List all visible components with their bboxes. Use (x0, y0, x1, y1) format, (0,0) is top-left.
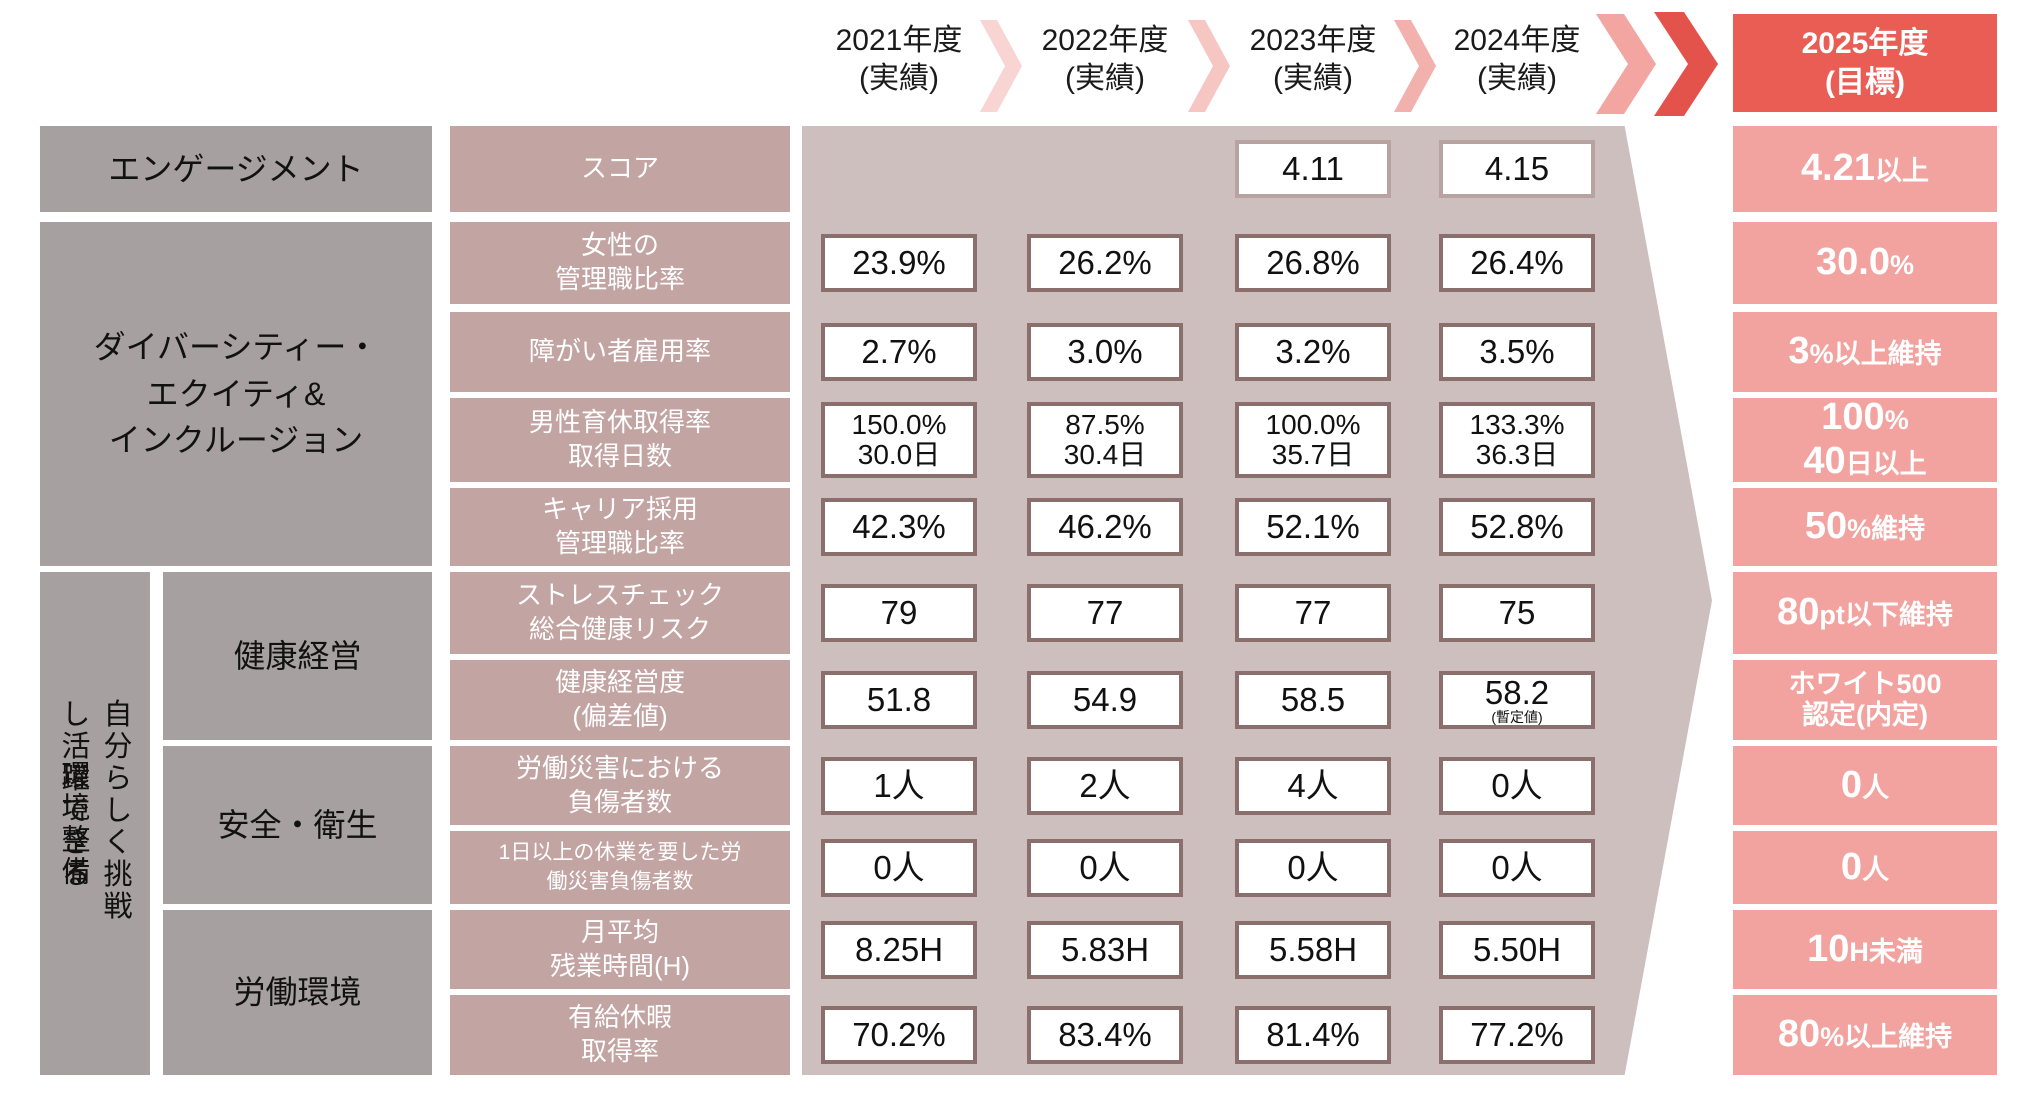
metric-label: 男性育休取得率 取得日数 (450, 398, 790, 482)
value-2023: 4.11 (1235, 140, 1391, 198)
table-row-overtime: 月平均 残業時間(H) 8.25H 5.83H 5.58H 5.50H 10 H… (0, 910, 2040, 989)
value-2022: 5.83H (1027, 920, 1183, 979)
metric-label: 女性の 管理職比率 (450, 222, 790, 304)
value-2021: 23.9% (821, 234, 977, 292)
value-2022: 83.4% (1027, 1006, 1183, 1064)
target-box: 3 %以上維持 (1733, 312, 1997, 392)
metric-label: 1日以上の休業を要した労 働災害負傷者数 (450, 831, 790, 904)
category-labor: 労働環境 (163, 910, 432, 1075)
metric-label: ストレスチェック 総合健康リスク (450, 572, 790, 654)
value-2022: 26.2% (1027, 234, 1183, 292)
value-2024: 26.4% (1439, 234, 1595, 292)
category-environment: 自分らしく挑戦し活躍できる 環境整備 (40, 572, 150, 1075)
chevron-right-icon (1394, 20, 1436, 112)
value-2021: 70.2% (821, 1006, 977, 1064)
value-2021: 8.25H (821, 920, 977, 979)
table-row-paid-leave: 有給休暇 取得率 70.2% 83.4% 81.4% 77.2% 80 %以上維持 (0, 995, 2040, 1075)
value-2021: 42.3% (821, 498, 977, 556)
value-2023: 58.5 (1235, 671, 1391, 729)
target-box: 0 人 (1733, 831, 1997, 904)
value-2021: 0人 (821, 838, 977, 897)
value-2024: 4.15 (1439, 140, 1595, 198)
target-box: ホワイト500 認定(内定) (1733, 660, 1997, 740)
value-2021: 79 (821, 584, 977, 642)
target-box: 0 人 (1733, 746, 1997, 825)
value-2023: 52.1% (1235, 498, 1391, 556)
metric-label: 有給休暇 取得率 (450, 995, 790, 1075)
category-health: 健康経営 (163, 572, 432, 740)
target-box: 10 H未満 (1733, 910, 1997, 989)
value-2022: 54.9 (1027, 671, 1183, 729)
value-2023: 3.2% (1235, 323, 1391, 381)
metric-label: 労働災害における 負傷者数 (450, 746, 790, 825)
value-2024: 3.5% (1439, 323, 1595, 381)
table-row-female-managers: 女性の 管理職比率 23.9% 26.2% 26.8% 26.4% 30.0 % (0, 222, 2040, 304)
year-label-2024: 2024年度 (実績) (1453, 24, 1581, 96)
value-2022: 3.0% (1027, 323, 1183, 381)
table-row-career-hire-managers: キャリア採用 管理職比率 42.3% 46.2% 52.1% 52.8% 50 … (0, 488, 2040, 566)
category-engagement: エンゲージメント (40, 126, 432, 212)
metric-label: スコア (450, 126, 790, 212)
value-2024: 75 (1439, 584, 1595, 642)
metric-label: 月平均 残業時間(H) (450, 910, 790, 989)
value-2021: 51.8 (821, 671, 977, 729)
value-2023: 77 (1235, 584, 1391, 642)
value-2024: 5.50H (1439, 920, 1595, 979)
double-chevron-right-icon (1596, 12, 1718, 116)
value-2023: 26.8% (1235, 234, 1391, 292)
value-2022: 87.5% 30.4日 (1027, 402, 1183, 478)
value-2021: 150.0% 30.0日 (821, 402, 977, 478)
target-box: 30.0 % (1733, 222, 1997, 304)
value-2022: 2人 (1027, 756, 1183, 815)
value-2024: 0人 (1439, 756, 1595, 815)
value-2022: 77 (1027, 584, 1183, 642)
value-2024: 58.2 (暫定値) (1439, 671, 1595, 729)
value-2023: 5.58H (1235, 920, 1391, 979)
metric-label: 健康経営度 (偏差値) (450, 660, 790, 740)
table-row-paternity-leave: 男性育休取得率 取得日数 150.0% 30.0日 87.5% 30.4日 10… (0, 396, 2040, 482)
category-dei: ダイバーシティー・ エクイティ& インクルージョン (40, 222, 432, 566)
table-row-health-rating: 健康経営度 (偏差値) 51.8 54.9 58.5 58.2 (暫定値) ホワイ… (0, 660, 2040, 740)
table-row-score: スコア 4.11 4.15 4.21 以上 (0, 126, 2040, 212)
target-year-header: 2025年度 (目標) (1733, 14, 1997, 112)
value-2023: 0人 (1235, 838, 1391, 897)
table-row-work-injuries: 労働災害における 負傷者数 1人 2人 4人 0人 0 人 (0, 746, 2040, 825)
value-2024: 77.2% (1439, 1006, 1595, 1064)
value-2023: 4人 (1235, 756, 1391, 815)
table-row-disabled-employment: 障がい者雇用率 2.7% 3.0% 3.2% 3.5% 3 %以上維持 (0, 312, 2040, 392)
target-box: 80 %以上維持 (1733, 995, 1997, 1075)
target-box: 50 %維持 (1733, 488, 1997, 566)
target-box: 80 pt以下維持 (1733, 572, 1997, 654)
chevron-right-icon (980, 20, 1022, 112)
table-row-lost-time-injuries: 1日以上の休業を要した労 働災害負傷者数 0人 0人 0人 0人 0 人 (0, 831, 2040, 904)
provisional-note: (暫定値) (1491, 709, 1543, 726)
value-2023: 100.0% 35.7日 (1235, 402, 1391, 478)
category-safety: 安全・衛生 (163, 746, 432, 904)
value-2023: 81.4% (1235, 1006, 1391, 1064)
target-box: 4.21 以上 (1733, 126, 1997, 212)
value-2022: 46.2% (1027, 498, 1183, 556)
table-row-stress-check: ストレスチェック 総合健康リスク 79 77 77 75 80 pt以下維持 (0, 572, 2040, 654)
year-label-2022: 2022年度 (実績) (1041, 24, 1169, 96)
value-2021: 2.7% (821, 323, 977, 381)
category-environment-sub-text: 環境整備 (57, 759, 89, 888)
metric-label: キャリア採用 管理職比率 (450, 488, 790, 566)
target-box: 100 % 40 日以上 (1733, 396, 1997, 482)
category-environment-main-text: 自分らしく挑戦し活躍できる (57, 697, 131, 922)
value-2024: 133.3% 36.3日 (1439, 402, 1595, 478)
chevron-right-icon (1188, 20, 1230, 112)
metric-label: 障がい者雇用率 (450, 312, 790, 392)
value-2024: 52.8% (1439, 498, 1595, 556)
year-label-2023: 2023年度 (実績) (1249, 24, 1377, 96)
value-2021: 1人 (821, 756, 977, 815)
value-2022: 0人 (1027, 838, 1183, 897)
value-2024: 0人 (1439, 838, 1595, 897)
year-label-2021: 2021年度 (実績) (835, 24, 963, 96)
